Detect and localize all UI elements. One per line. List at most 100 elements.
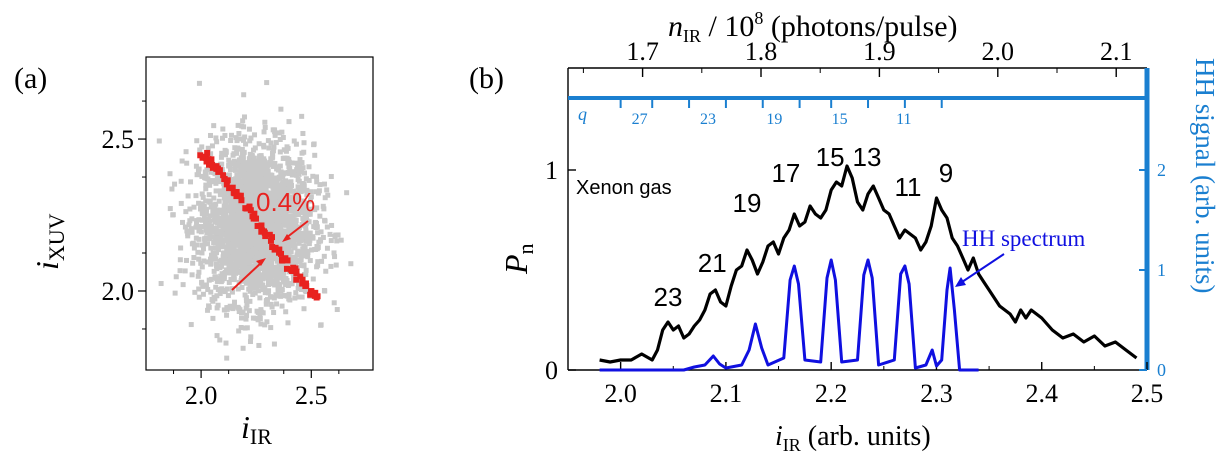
scatter-point-all xyxy=(274,269,280,275)
scatter-point-all xyxy=(328,174,334,180)
scatter-point-all xyxy=(270,256,276,262)
scatter-point-all xyxy=(255,167,261,173)
scatter-point-all xyxy=(232,226,238,232)
scatter-point-all xyxy=(298,287,304,293)
scatter-point-all xyxy=(344,190,350,196)
scatter-point-all xyxy=(303,233,309,239)
panel-b: (b) nIR / 108 (photons/pulse) 1.7 1.8 1.9 2… xyxy=(469,8,1220,455)
scatter-point-selected xyxy=(293,276,300,283)
scatter-point-all xyxy=(296,171,302,177)
peak-label: 9 xyxy=(939,158,953,188)
scatter-point-all xyxy=(274,180,280,186)
scatter-point-all xyxy=(167,171,173,177)
scatter-point-all xyxy=(288,202,294,208)
scatter-point-all xyxy=(250,272,256,278)
scatter-point-all xyxy=(199,208,205,214)
scatter-point-all xyxy=(231,253,237,259)
scatter-point-all xyxy=(226,174,232,180)
scatter-point-all xyxy=(308,189,314,195)
scatter-point-all xyxy=(185,193,191,199)
scatter-point-all xyxy=(232,263,238,269)
scatter-point-all xyxy=(224,312,230,318)
scatter-point-all xyxy=(196,256,202,262)
peak-label: 11 xyxy=(895,172,922,202)
scatter-point-all xyxy=(304,187,310,193)
scatter-point-all xyxy=(286,219,292,225)
scatter-point-all xyxy=(233,135,239,141)
scatter-point-all xyxy=(248,135,254,141)
scatter-point-all xyxy=(314,179,320,185)
scatter-point-all xyxy=(217,265,223,271)
scatter-point-all xyxy=(241,149,247,155)
scatter-point-all xyxy=(190,240,196,246)
panel-b-y2-ticks: 0 1 2 xyxy=(1139,160,1166,380)
scatter-point-all xyxy=(283,212,289,218)
scatter-point-all xyxy=(266,247,272,253)
scatter-point-all xyxy=(240,216,246,222)
scatter-point-all xyxy=(267,173,273,179)
scatter-point-all xyxy=(208,151,214,157)
scatter-point-selected xyxy=(229,184,236,191)
scatter-point-all xyxy=(226,263,232,269)
scatter-point-all xyxy=(239,210,245,216)
scatter-point-all xyxy=(219,135,225,141)
scatter-point-all xyxy=(255,211,261,217)
scatter-point-all xyxy=(243,295,249,301)
scatter-point-all xyxy=(272,200,278,206)
scatter-point-all xyxy=(293,141,299,147)
scatter-point-all xyxy=(187,206,193,212)
scatter-point-all xyxy=(253,202,259,208)
scatter-point-all xyxy=(230,210,236,216)
scatter-point-all xyxy=(195,273,201,279)
scatter-point-all xyxy=(215,278,221,284)
scatter-point-all xyxy=(183,149,189,155)
scatter-point-all xyxy=(247,138,253,144)
scatter-point-all xyxy=(324,187,330,193)
scatter-point-all xyxy=(276,185,282,191)
scatter-point-all xyxy=(234,269,240,275)
scatter-point-all xyxy=(289,195,295,201)
scatter-point-all xyxy=(189,229,195,235)
scatter-point-all xyxy=(227,162,233,168)
scatter-point-all xyxy=(298,160,304,166)
scatter-point-all xyxy=(199,211,205,217)
scatter-point-all xyxy=(217,337,223,343)
scatter-point-all xyxy=(268,140,274,146)
scatter-point-all xyxy=(207,213,213,219)
scatter-point-all xyxy=(205,241,211,247)
panel-a-annotation-label: 0.4% xyxy=(256,187,315,217)
scatter-point-selected xyxy=(254,222,261,229)
scatter-point-all xyxy=(272,132,278,138)
scatter-point-all xyxy=(333,262,339,268)
scatter-point-all xyxy=(220,244,226,250)
scatter-point-all xyxy=(215,302,221,308)
scatter-point-all xyxy=(256,164,262,170)
scatter-point-all xyxy=(229,247,235,253)
scatter-point-all xyxy=(182,224,188,230)
peak-label: 19 xyxy=(733,188,762,218)
scatter-point-all xyxy=(180,282,186,288)
scatter-point-all xyxy=(256,235,262,241)
scatter-point-all xyxy=(236,249,242,255)
scatter-point-all xyxy=(256,288,262,294)
scatter-point-all xyxy=(268,252,274,258)
scatter-point-all xyxy=(261,215,267,221)
scatter-point-all xyxy=(293,257,299,263)
scatter-point-all xyxy=(263,171,269,177)
q-tick-label: 27 xyxy=(632,111,648,128)
scatter-point-all xyxy=(212,245,218,251)
scatter-point-all xyxy=(288,249,294,255)
scatter-point-all xyxy=(250,243,256,249)
scatter-point-all xyxy=(310,276,316,282)
scatter-point-all xyxy=(156,138,162,144)
scatter-point-selected xyxy=(251,210,258,217)
panel-a-plot-frame xyxy=(145,56,374,371)
scatter-point-all xyxy=(210,202,216,208)
scatter-point-all xyxy=(208,132,214,138)
scatter-point-selected xyxy=(293,268,300,275)
scatter-point-all xyxy=(286,164,292,170)
scatter-point-all xyxy=(284,155,290,161)
scatter-point-all xyxy=(239,276,245,282)
scatter-point-all xyxy=(298,205,304,211)
